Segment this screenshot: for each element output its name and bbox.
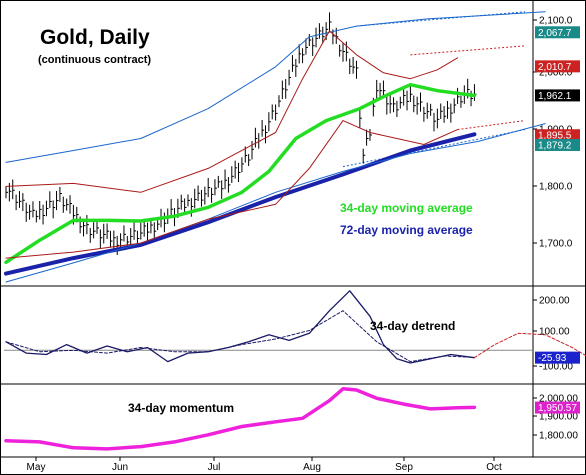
annotation-label: 34-day moving average — [340, 201, 473, 215]
series-lower-channel-blue- — [5, 123, 546, 283]
channel-projection-lower — [342, 129, 526, 168]
x-tick-label: Jul — [208, 462, 221, 473]
series-upper-channel-blue- — [5, 11, 546, 163]
momentum-value-badge-bg — [535, 401, 580, 414]
detrend-value-badge-bg — [535, 351, 580, 364]
y-tick-label: 1,800.0 — [539, 182, 573, 193]
y-tick-label: 100.00 — [539, 327, 570, 338]
x-tick-label: Aug — [303, 462, 321, 473]
series-34-day-momentum — [4, 387, 477, 451]
momentum-panel-label: 34-day momentum — [128, 401, 234, 415]
series-detrend — [5, 290, 476, 364]
y-tick-label: 2,000.0 — [539, 68, 573, 79]
price-badge: 1,962.1 — [538, 91, 572, 102]
series-lower-band-red- — [5, 120, 459, 259]
y-tick-label: 2,100.0 — [539, 16, 573, 27]
annotation-label: 72-day moving average — [340, 223, 473, 237]
band-projection-upper — [410, 45, 526, 56]
chart-title: Gold, Daily — [40, 26, 150, 49]
price-badge-bg — [535, 26, 580, 39]
x-tick-label: Jun — [112, 462, 128, 473]
series-upper-band-red- — [5, 30, 459, 193]
detrend-panel-label: 34-day detrend — [370, 319, 455, 333]
y-tick-label: 2,000.00 — [539, 394, 578, 405]
price-badge: 1,895.5 — [538, 131, 572, 142]
y-tick-label: 200.00 — [539, 296, 570, 307]
price-badge: 2,010.7 — [538, 62, 572, 73]
series-detrend-projection — [473, 332, 586, 359]
price-badge-bg — [535, 129, 580, 142]
x-tick-label: Sep — [395, 462, 413, 473]
price-badge-bg — [535, 138, 580, 151]
detrend-value-badge: -25.93 — [538, 353, 567, 364]
price-badge-bg — [535, 89, 580, 102]
band-projection-lower — [457, 120, 526, 131]
price-badge: 2,067.7 — [538, 28, 572, 39]
momentum-value-badge: 1,950.57 — [538, 403, 577, 414]
chart-subtitle: (continuous contract) — [38, 54, 151, 66]
x-tick-label: Oct — [486, 462, 502, 473]
price-badge: 1,879.2 — [538, 140, 572, 151]
series-34-day-moving-average — [4, 82, 477, 265]
series-72-day-moving-average — [4, 132, 477, 276]
y-tick-label: 1,900.00 — [539, 412, 578, 423]
y-tick-label: 1,700.0 — [539, 239, 573, 250]
price-badge-bg — [535, 60, 580, 73]
y-tick-label: 1,800.00 — [539, 431, 578, 442]
y-tick-label: -100.00 — [539, 362, 573, 373]
x-tick-label: May — [27, 462, 46, 473]
series-detrend-smoothed — [5, 310, 475, 363]
